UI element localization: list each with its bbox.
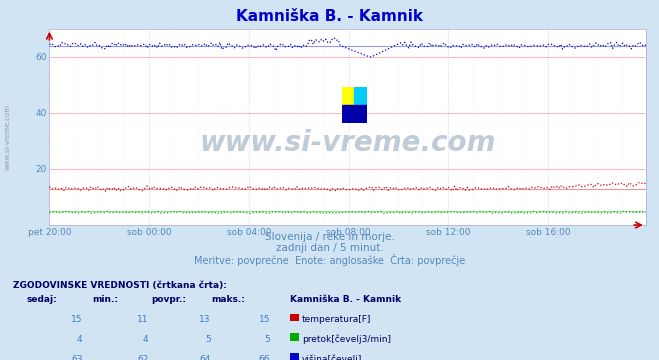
Text: ZGODOVINSKE VREDNOSTI (črtkana črta):: ZGODOVINSKE VREDNOSTI (črtkana črta): [13, 281, 227, 290]
Text: 66: 66 [259, 355, 270, 360]
Bar [341, 105, 366, 123]
Text: www.si-vreme.com: www.si-vreme.com [200, 129, 496, 157]
Text: povpr.:: povpr.: [152, 295, 186, 304]
Text: sedaj:: sedaj: [26, 295, 57, 304]
Text: 11: 11 [137, 315, 148, 324]
Text: 5: 5 [264, 335, 270, 344]
Text: Meritve: povprečne  Enote: anglosaške  Črta: povprečje: Meritve: povprečne Enote: anglosaške Črt… [194, 254, 465, 266]
Bar [354, 87, 366, 105]
Text: Kamniška B. - Kamnik: Kamniška B. - Kamnik [290, 295, 401, 304]
Text: www.si-vreme.com: www.si-vreme.com [5, 104, 11, 170]
Text: maks.:: maks.: [211, 295, 244, 304]
Text: Kamniška B. - Kamnik: Kamniška B. - Kamnik [236, 9, 423, 24]
Text: 64: 64 [200, 355, 211, 360]
Text: 62: 62 [137, 355, 148, 360]
Text: 63: 63 [71, 355, 82, 360]
Text: temperatura[F]: temperatura[F] [302, 315, 371, 324]
Text: zadnji dan / 5 minut.: zadnji dan / 5 minut. [275, 243, 384, 253]
Text: 4: 4 [76, 335, 82, 344]
Text: 15: 15 [259, 315, 270, 324]
Text: pretok[čevelj3/min]: pretok[čevelj3/min] [302, 335, 391, 344]
Text: 13: 13 [200, 315, 211, 324]
Text: 5: 5 [205, 335, 211, 344]
Text: 15: 15 [71, 315, 82, 324]
Text: Slovenija / reke in morje.: Slovenija / reke in morje. [264, 232, 395, 242]
Text: min.:: min.: [92, 295, 118, 304]
Text: 4: 4 [142, 335, 148, 344]
Bar [341, 87, 354, 105]
Text: višina[čevelj]: višina[čevelj] [302, 355, 362, 360]
